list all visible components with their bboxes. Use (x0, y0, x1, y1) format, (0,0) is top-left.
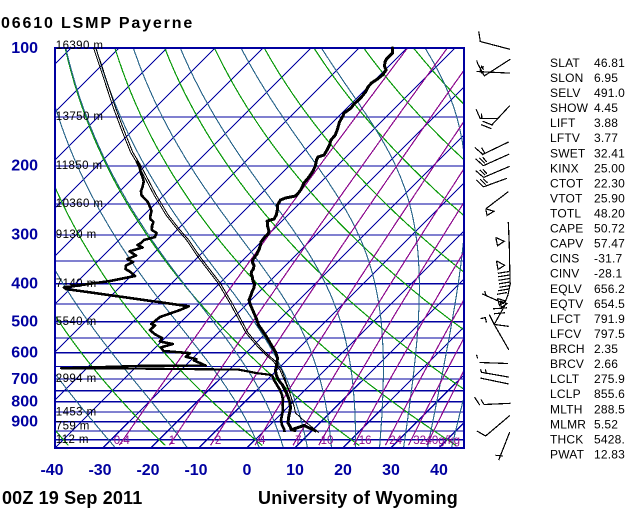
svg-text:11850 m: 11850 m (56, 160, 103, 172)
svg-text:20: 20 (334, 462, 352, 479)
svg-text:06610 LSMP Payerne: 06610 LSMP Payerne (1, 15, 194, 32)
svg-text:5540 m: 5540 m (56, 316, 97, 328)
svg-text:30: 30 (382, 462, 400, 479)
svg-text:PWAT: PWAT (550, 447, 585, 461)
svg-text:25.00: 25.00 (594, 161, 625, 175)
svg-text:300: 300 (11, 227, 38, 244)
svg-text:2.66: 2.66 (594, 357, 618, 371)
svg-text:-10: -10 (184, 462, 207, 479)
svg-text:LCLT: LCLT (550, 372, 580, 386)
svg-text:SWET: SWET (550, 146, 586, 160)
svg-text:700: 700 (11, 371, 38, 388)
svg-text:CAPE: CAPE (550, 222, 583, 236)
svg-text:40: 40 (430, 462, 448, 479)
svg-text:SELV: SELV (550, 86, 581, 100)
svg-text:16: 16 (359, 435, 372, 447)
svg-text:491.0: 491.0 (594, 86, 625, 100)
svg-text:1: 1 (169, 435, 175, 447)
svg-text:LCLP: LCLP (550, 387, 581, 401)
svg-text:4: 4 (259, 435, 266, 447)
svg-text:BRCV: BRCV (550, 357, 584, 371)
svg-text:LFCV: LFCV (550, 327, 581, 341)
svg-text:-20: -20 (136, 462, 159, 479)
svg-text:400: 400 (11, 276, 38, 293)
svg-text:900: 900 (11, 414, 38, 431)
svg-text:656.2: 656.2 (594, 282, 625, 296)
svg-text:CAPV: CAPV (550, 237, 583, 251)
svg-text:46.81: 46.81 (594, 56, 625, 70)
svg-text:CINV: CINV (550, 267, 579, 281)
svg-text:40g/kg: 40g/kg (425, 435, 460, 447)
svg-text:32.41: 32.41 (594, 146, 625, 160)
svg-text:22.30: 22.30 (594, 176, 625, 190)
svg-text:-40: -40 (40, 462, 63, 479)
svg-text:SLON: SLON (550, 71, 583, 85)
svg-text:TOTL: TOTL (550, 207, 581, 221)
svg-text:24: 24 (389, 435, 402, 447)
svg-text:5.52: 5.52 (594, 417, 618, 431)
svg-text:3.88: 3.88 (594, 116, 618, 130)
svg-text:-31.7: -31.7 (594, 252, 622, 266)
svg-text:LFCT: LFCT (550, 312, 581, 326)
svg-text:25.90: 25.90 (594, 191, 625, 205)
svg-text:855.6: 855.6 (594, 387, 625, 401)
svg-text:-30: -30 (88, 462, 111, 479)
svg-text:EQTV: EQTV (550, 297, 583, 311)
svg-text:10360 m: 10360 m (56, 198, 104, 210)
svg-text:5428.: 5428. (594, 432, 625, 446)
svg-text:9130 m: 9130 m (56, 229, 97, 241)
svg-text:16390 m: 16390 m (56, 40, 104, 52)
svg-text:10: 10 (286, 462, 304, 479)
svg-text:4.45: 4.45 (594, 101, 618, 115)
svg-text:EQLV: EQLV (550, 282, 582, 296)
svg-text:2: 2 (215, 435, 221, 447)
svg-text:275.9: 275.9 (594, 372, 625, 386)
svg-text:112 m: 112 m (56, 434, 89, 446)
svg-text:KINX: KINX (550, 161, 579, 175)
svg-text:500: 500 (11, 314, 38, 331)
svg-text:654.5: 654.5 (594, 297, 625, 311)
svg-text:SHOW: SHOW (550, 101, 589, 115)
svg-text:LFTV: LFTV (550, 131, 580, 145)
svg-text:00Z 19 Sep 2011: 00Z 19 Sep 2011 (2, 488, 142, 508)
svg-text:800: 800 (11, 394, 38, 411)
svg-text:600: 600 (11, 345, 38, 362)
svg-text:2.35: 2.35 (594, 342, 618, 356)
svg-text:LIFT: LIFT (550, 116, 576, 130)
svg-text:CTOT: CTOT (550, 176, 584, 190)
svg-text:10: 10 (321, 435, 334, 447)
svg-text:200: 200 (11, 158, 38, 175)
svg-text:12.83: 12.83 (594, 447, 625, 461)
svg-text:50.72: 50.72 (594, 222, 625, 236)
svg-text:6.95: 6.95 (594, 71, 618, 85)
svg-text:CINS: CINS (550, 252, 579, 266)
svg-text:797.5: 797.5 (594, 327, 625, 341)
svg-text:-28.1: -28.1 (594, 267, 622, 281)
svg-text:BRCH: BRCH (550, 342, 585, 356)
svg-text:VTOT: VTOT (550, 191, 583, 205)
svg-text:0: 0 (243, 462, 252, 479)
svg-text:32: 32 (413, 435, 426, 447)
svg-text:MLTH: MLTH (550, 402, 583, 416)
svg-text:1453 m: 1453 m (56, 406, 97, 418)
svg-text:57.47: 57.47 (594, 237, 625, 251)
svg-text:7: 7 (295, 435, 301, 447)
svg-text:791.9: 791.9 (594, 312, 625, 326)
svg-text:University of Wyoming: University of Wyoming (258, 488, 458, 508)
svg-text:288.5: 288.5 (594, 402, 625, 416)
svg-text:SLAT: SLAT (550, 56, 580, 70)
svg-text:0.4: 0.4 (114, 435, 131, 447)
svg-text:13750 m: 13750 m (56, 111, 104, 123)
svg-text:3.77: 3.77 (594, 131, 618, 145)
svg-text:MLMR: MLMR (550, 417, 586, 431)
svg-text:THCK: THCK (550, 432, 583, 446)
svg-text:2994 m: 2994 m (56, 373, 97, 385)
svg-text:48.20: 48.20 (594, 207, 625, 221)
svg-text:100: 100 (11, 40, 38, 57)
svg-text:759 m: 759 m (56, 421, 90, 433)
